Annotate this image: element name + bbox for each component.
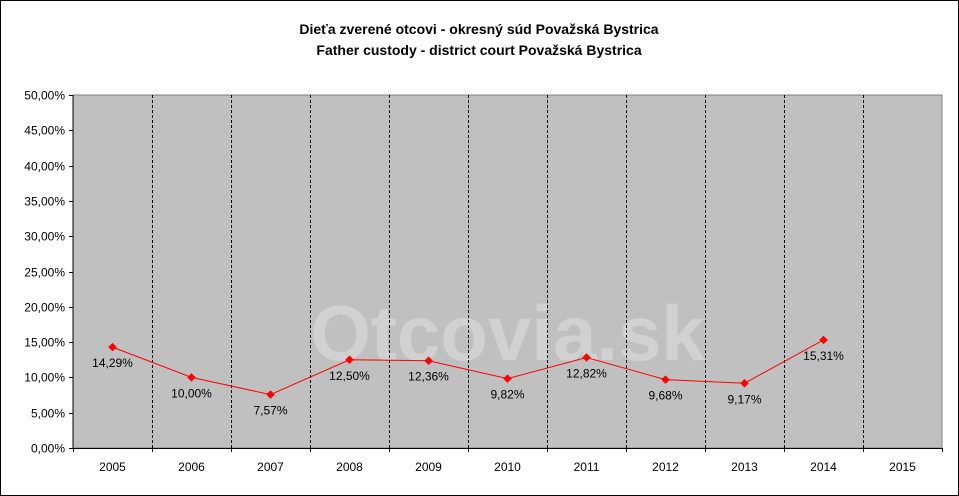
data-point — [661, 375, 670, 385]
x-tick-label: 2013 — [731, 460, 758, 474]
data-point — [740, 378, 749, 388]
chart-subtitle: Father custody - district court Považská… — [316, 42, 641, 58]
data-point — [345, 355, 354, 365]
x-tick-label: 2014 — [810, 460, 837, 474]
data-point — [424, 356, 433, 366]
data-label: 9,82% — [490, 388, 524, 402]
y-tick-label: 45,00% — [24, 124, 65, 138]
data-point — [503, 374, 512, 384]
y-tick-label: 30,00% — [24, 230, 65, 244]
y-tick-label: 5,00% — [31, 407, 65, 421]
data-point — [266, 390, 275, 399]
y-tick-label: 50,00% — [24, 89, 65, 103]
data-point — [108, 342, 117, 352]
y-tick-label: 10,00% — [24, 371, 65, 385]
data-label: 9,17% — [727, 392, 761, 406]
y-tick-label: 35,00% — [24, 195, 65, 209]
y-tick-label: 20,00% — [24, 301, 65, 315]
x-tick-label: 2005 — [99, 460, 126, 474]
x-tick-label: 2012 — [652, 460, 679, 474]
data-point — [819, 335, 828, 345]
x-tick-label: 2010 — [494, 460, 521, 474]
data-label: 12,50% — [329, 369, 370, 383]
y-tick-label: 40,00% — [24, 160, 65, 174]
data-point — [187, 373, 196, 382]
data-label: 10,00% — [171, 386, 212, 400]
x-tick-label: 2015 — [889, 460, 916, 474]
data-label: 12,36% — [408, 370, 449, 384]
y-tick-label: 0,00% — [31, 442, 65, 456]
y-tick-label: 15,00% — [24, 336, 65, 350]
data-label: 12,82% — [566, 366, 607, 380]
plot-background — [72, 94, 943, 449]
data-label: 15,31% — [803, 349, 844, 363]
series-line — [112, 339, 824, 396]
watermark: Otcovia.sk — [310, 289, 705, 377]
chart-title: Dieťa zverené otcovi - okresný súd Považ… — [299, 21, 658, 37]
data-label: 9,68% — [648, 389, 682, 403]
data-point — [582, 353, 591, 362]
x-tick-label: 2011 — [574, 460, 600, 474]
y-tick-label: 25,00% — [24, 266, 65, 280]
data-label: 7,57% — [253, 404, 287, 418]
x-tick-label: 2007 — [257, 460, 284, 474]
x-tick-label: 2009 — [415, 460, 442, 474]
x-tick-label: 2008 — [336, 460, 363, 474]
x-tick-label: 2006 — [178, 460, 205, 474]
data-label: 14,29% — [92, 356, 133, 370]
plot-area: Otcovia.sk 0,00% 5,00% 10,00% 15,00% 20,00% 25… — [24, 89, 943, 474]
